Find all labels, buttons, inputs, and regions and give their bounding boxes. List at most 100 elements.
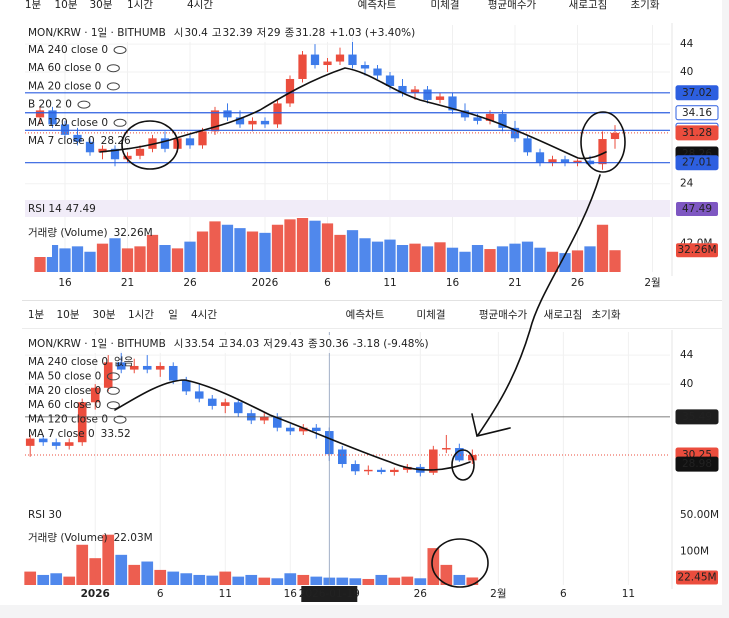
ohlc-label: 시 [174,27,184,39]
volume-bar [134,246,146,272]
ohlc-value: 34.03 [229,338,259,350]
volume-bar [446,247,459,272]
candle-body [273,103,282,125]
volume-bar [219,571,232,585]
volume-bar [310,576,323,585]
volume-tag: 22.45M [677,571,716,583]
candle-body [51,442,61,446]
volume-bar [232,576,245,585]
price-tag: 37.02 [682,87,712,99]
candle-body [323,61,332,66]
toolbar-button[interactable]: 미체결 [417,309,446,321]
volume-bar [384,239,396,272]
volume-bar [546,251,559,272]
toolbar-button[interactable]: 미체결 [431,0,460,11]
visibility-icon[interactable] [106,82,120,91]
toolbar-button[interactable]: 초기화 [592,309,621,321]
toolbar-button[interactable]: 예측차트 [346,308,385,321]
rsi-label: RSI 14 [28,203,62,215]
separator [22,300,722,301]
volume-bar [534,247,546,272]
volume-bar [284,219,296,272]
background [0,0,722,605]
y-tick-label: 40 [680,66,693,78]
ohlc-value: 29 [267,27,280,39]
toolbar-button[interactable]: 10분 [56,309,79,321]
trend-sketch [99,67,607,160]
toolbar-button[interactable]: 1분 [28,309,45,321]
toolbar-button[interactable]: 1시간 [127,0,153,11]
price-tag-box [675,105,719,121]
candle-body [498,113,507,128]
ohlc-label: 종 [285,27,295,39]
candle-body [338,449,347,465]
toolbar-button[interactable]: 새로고침 [544,309,583,321]
toolbar-button[interactable]: 30분 [92,309,115,321]
indicator-label: MA 240 close 0 [28,356,108,368]
visibility-icon[interactable] [77,100,91,109]
toolbar-button[interactable]: 10분 [54,0,77,11]
candle-body [573,160,582,163]
candle-body [85,141,95,153]
candle-body [248,120,257,125]
ohlc-value: 30.36 [319,338,349,350]
volume-bar [440,564,453,585]
candle-body [423,89,432,100]
price-tag-box [675,155,719,171]
volume-label: 거래량 (Volume) [28,532,108,544]
volume-bar [409,243,421,272]
price-tag: 35.49 [682,411,712,423]
toolbar-button[interactable]: 1시간 [128,309,154,321]
candle-body [207,398,217,406]
indicator-value: 28.26 [101,135,131,147]
volume-bar [346,230,359,272]
indicator-label: MA 60 close 0 [28,399,101,411]
indicator-label: MA 20 close 0 [28,385,101,397]
toolbar-button[interactable]: 새로고침 [569,0,608,11]
visibility-icon[interactable] [113,46,127,54]
toolbar-button[interactable]: 평균매수가 [479,309,528,321]
toolbar-button[interactable]: 1분 [25,0,42,11]
arrow-line [477,174,601,436]
visibility-icon[interactable] [106,64,120,73]
candle-body [398,85,407,93]
volume-bar [297,574,310,585]
candle-body [351,464,360,472]
ohlc-label: 시 [174,338,184,350]
volume-bar [196,231,209,272]
toolbar-button[interactable]: 4시간 [187,0,213,11]
indicator-value: 33.52 [101,428,131,440]
volume-tag-box [676,570,718,585]
toolbar-button[interactable]: 예측차트 [358,0,397,11]
toolbar-button[interactable]: 초기화 [631,0,660,11]
x-tick-label: 6 [157,588,164,600]
visibility-icon[interactable] [106,386,120,395]
ohlc-value: 30.4 [184,27,208,39]
volume-bar [180,573,193,585]
freehand-annotations [99,67,626,588]
volume-bar [559,253,571,272]
circle-mark [451,449,475,481]
visibility-icon[interactable] [106,372,120,381]
volume-bar [37,574,50,585]
rsi-axis-label: 50.00M [680,509,719,521]
change: +1.03 (+3.40%) [329,27,415,39]
ohlc-value: 31.28 [295,27,325,39]
crosshair-date-box [301,586,358,602]
indicator-label: MA 7 close 0 [28,428,95,440]
candle-body [25,438,35,446]
volume-bar [46,245,59,272]
toolbar-button[interactable]: 30분 [89,0,112,11]
visibility-icon[interactable] [106,401,120,410]
toolbar-button[interactable]: 평균매수가 [488,0,537,11]
visibility-icon[interactable] [113,118,127,127]
toolbar-button[interactable]: 4시간 [191,309,217,321]
candle-body [116,362,126,370]
separator [22,328,722,329]
candle-body [610,132,620,140]
visibility-icon[interactable] [113,415,127,424]
candle-body [360,65,370,69]
volume-bar [206,575,219,585]
toolbar-button[interactable]: 일 [168,308,178,321]
